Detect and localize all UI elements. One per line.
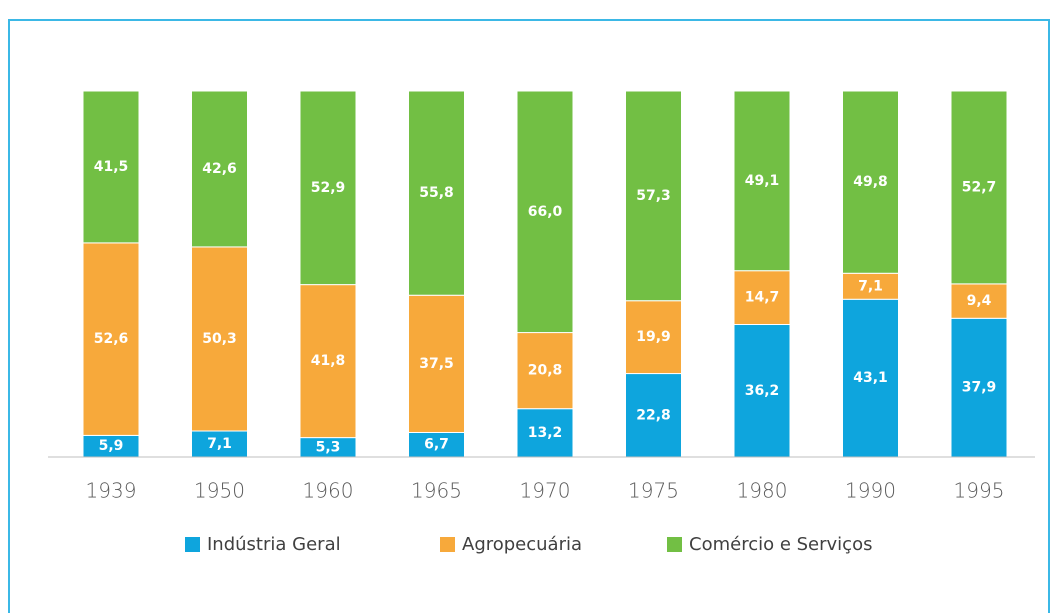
bar-segment xyxy=(408,294,465,433)
legend-swatch xyxy=(667,537,682,552)
x-tick-label: 1970 xyxy=(520,479,571,503)
value-label: 55,8 xyxy=(419,185,454,201)
legend-swatch xyxy=(440,537,455,552)
x-tick-label: 1975 xyxy=(628,479,679,503)
value-label: 49,8 xyxy=(853,174,888,190)
value-label: 43,1 xyxy=(853,370,888,386)
value-label: 50,3 xyxy=(202,331,237,347)
value-label: 5,9 xyxy=(99,438,124,454)
value-label: 14,7 xyxy=(745,290,780,306)
value-label: 52,9 xyxy=(311,180,346,196)
bar-segment xyxy=(842,272,899,300)
value-label: 42,6 xyxy=(202,161,237,177)
bar-segment xyxy=(299,90,357,286)
value-label: 37,9 xyxy=(962,380,997,396)
legend-swatch xyxy=(185,537,200,552)
value-label: 20,8 xyxy=(528,363,563,379)
bar-segment xyxy=(516,332,574,410)
bar-segment xyxy=(82,242,140,436)
value-label: 52,6 xyxy=(94,331,129,347)
value-label: 7,1 xyxy=(858,278,883,294)
value-label: 66,0 xyxy=(528,204,563,220)
x-tick-label: 1980 xyxy=(737,479,788,503)
value-label: 6,7 xyxy=(424,437,449,453)
bar-segment xyxy=(625,373,682,458)
value-label: 9,4 xyxy=(967,293,992,309)
value-label: 41,8 xyxy=(311,353,346,369)
bar-segment xyxy=(516,408,574,458)
bar-segment xyxy=(950,90,1008,285)
value-label: 13,2 xyxy=(528,425,563,441)
value-label: 19,9 xyxy=(636,329,671,345)
bar-segment xyxy=(842,298,899,458)
legend-label: Agropecuária xyxy=(462,534,582,555)
value-label: 41,5 xyxy=(94,159,129,175)
bar-segment xyxy=(408,90,465,296)
x-tick-label: 1950 xyxy=(194,479,245,503)
value-label: 7,1 xyxy=(207,436,232,452)
value-label: 37,5 xyxy=(419,356,454,372)
bar-segment xyxy=(733,324,791,458)
bar-segment xyxy=(625,300,682,375)
value-label: 5,3 xyxy=(316,439,341,455)
bar-segment xyxy=(82,90,140,244)
bar-segment xyxy=(191,246,248,432)
legend-label: Comércio e Serviços xyxy=(689,534,872,555)
x-tick-label: 1995 xyxy=(954,479,1005,503)
x-tick-label: 1965 xyxy=(411,479,462,503)
bar-segment xyxy=(950,317,1008,458)
bar-segment xyxy=(516,90,574,334)
value-label: 57,3 xyxy=(636,188,671,204)
x-tick-label: 1960 xyxy=(303,479,354,503)
legend-label: Indústria Geral xyxy=(207,534,341,555)
bar-segment xyxy=(842,90,899,274)
bar-segment xyxy=(408,431,465,458)
value-label: 52,7 xyxy=(962,179,997,195)
bar-segment xyxy=(191,90,248,248)
bar-segment xyxy=(950,283,1008,319)
bar-segment xyxy=(733,90,791,272)
bar-segment xyxy=(299,284,357,439)
bar-segment xyxy=(625,90,682,302)
value-label: 49,1 xyxy=(745,173,780,189)
x-tick-label: 1990 xyxy=(845,479,896,503)
value-label: 22,8 xyxy=(636,407,671,423)
bar-segment xyxy=(733,270,791,326)
x-tick-label: 1939 xyxy=(86,479,137,503)
frame xyxy=(8,19,1050,613)
value-label: 36,2 xyxy=(745,383,780,399)
